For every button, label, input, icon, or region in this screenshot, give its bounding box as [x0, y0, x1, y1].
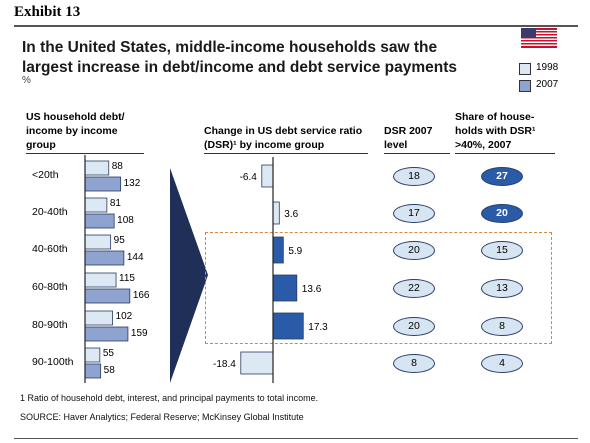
bar-2007-0: [84, 176, 122, 192]
dsr-value-label-3: 13.6: [302, 284, 322, 295]
row-label-1: 20-40th: [32, 206, 68, 218]
row-label-4: 80-90th: [32, 319, 68, 331]
bar-1998-3: [84, 272, 117, 288]
value-label-1998-5: 55: [102, 348, 114, 359]
chart-title: In the United States, middle-income hous…: [22, 39, 458, 76]
us-flag-icon: [521, 28, 557, 48]
dsr-bar-3: [272, 274, 298, 302]
header-underline-share: [455, 153, 555, 154]
value-label-2007-5: 58: [103, 365, 115, 376]
bar-1998-0: [84, 160, 110, 176]
legend-swatch-2007: [519, 80, 531, 92]
value-label-2007-4: 159: [130, 328, 148, 339]
dsr-value-label-0: -6.4: [240, 172, 258, 183]
highlight-box: [205, 232, 552, 344]
chevron-arrow-icon: [170, 168, 208, 383]
legend-label-1998: 1998: [536, 62, 559, 73]
share-badge-2: 15: [481, 241, 523, 260]
dsr-level-badge-1: 17: [393, 204, 435, 223]
share-badge-4: 8: [481, 317, 523, 336]
dsr-value-label-4: 17.3: [308, 322, 328, 333]
header-share-high-dsr: Share of house-holds with DSR¹ >40%, 200…: [455, 111, 536, 151]
dsr-bar-5: [240, 351, 274, 375]
debt-income-chart: [84, 155, 131, 383]
header-dsr-level: DSR 2007 level: [384, 125, 433, 151]
unit-label: %: [22, 75, 31, 86]
dsr-change-chart: -6.4 3.6 5.9 13.6 17.3 -18.4: [213, 157, 328, 383]
value-label-2007-1: 108: [117, 215, 134, 226]
share-badge-0: 27: [481, 167, 523, 186]
row-label-3: 60-80th: [32, 281, 68, 293]
share-badge-1: 20: [481, 204, 523, 223]
bar-2007-4: [84, 326, 129, 342]
value-label-1998-2: 95: [113, 235, 125, 246]
dsr-value-label-2: 5.9: [288, 246, 302, 257]
bar-2007-2: [84, 250, 125, 266]
row-label-2: 40-60th: [32, 243, 68, 255]
dsr-level-badge-4: 20: [393, 317, 435, 336]
header-dsr-change: Change in US debt service ratio (DSR)¹ b…: [204, 125, 363, 151]
top-rule: [14, 25, 578, 27]
dsr-value-label-1: 3.6: [284, 209, 298, 220]
bar-1998-4: [84, 310, 113, 326]
value-label-1998-3: 115: [119, 273, 135, 284]
value-label-1998-0: 88: [111, 161, 123, 172]
share-badge-3: 13: [481, 279, 523, 298]
share-badge-5: 4: [481, 354, 523, 373]
bar-2007-3: [84, 288, 131, 304]
dsr-bar-4: [272, 312, 304, 340]
exhibit-label: Exhibit 13: [14, 4, 81, 20]
bar-2007-5: [84, 363, 102, 379]
dsr-bar-1: [272, 201, 280, 225]
value-label-1998-1: 81: [109, 198, 121, 209]
header-underline-dsr-change: [204, 153, 368, 154]
legend-swatch-1998: [519, 63, 531, 75]
dsr-value-label-5: -18.4: [213, 359, 236, 370]
dsr-bar-2: [272, 236, 284, 264]
dsr-bar-0: [261, 164, 274, 188]
dsr-level-badge-5: 8: [393, 354, 435, 373]
footnote: 1 Ratio of household debt, interest, and…: [20, 393, 319, 403]
bar-1998-1: [84, 197, 108, 213]
row-label-5: 90-100th: [32, 356, 74, 368]
value-label-2007-3: 166: [132, 290, 150, 301]
bar-2007-1: [84, 213, 115, 229]
value-label-2007-0: 132: [123, 178, 141, 189]
legend-label-2007: 2007: [536, 79, 559, 90]
dsr-level-badge-2: 20: [393, 241, 435, 260]
row-label-0: <20th: [32, 169, 59, 181]
value-label-1998-4: 102: [115, 311, 133, 322]
header-debt-income: US household debt/ income by income grou…: [26, 111, 125, 151]
source-note: SOURCE: Haver Analytics; Federal Reserve…: [20, 412, 304, 422]
bottom-rule: [14, 438, 578, 439]
header-underline-debt-income: [26, 153, 144, 154]
dsr-level-badge-3: 22: [393, 279, 435, 298]
header-underline-dsr-level: [384, 153, 450, 154]
dsr-level-badge-0: 18: [393, 167, 435, 186]
bar-1998-2: [84, 234, 112, 250]
value-label-2007-2: 144: [126, 252, 144, 263]
bar-1998-5: [84, 347, 101, 363]
